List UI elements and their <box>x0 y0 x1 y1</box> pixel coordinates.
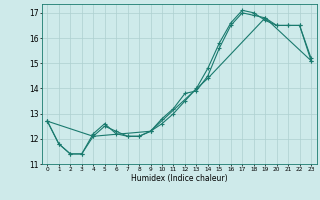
X-axis label: Humidex (Indice chaleur): Humidex (Indice chaleur) <box>131 174 228 183</box>
